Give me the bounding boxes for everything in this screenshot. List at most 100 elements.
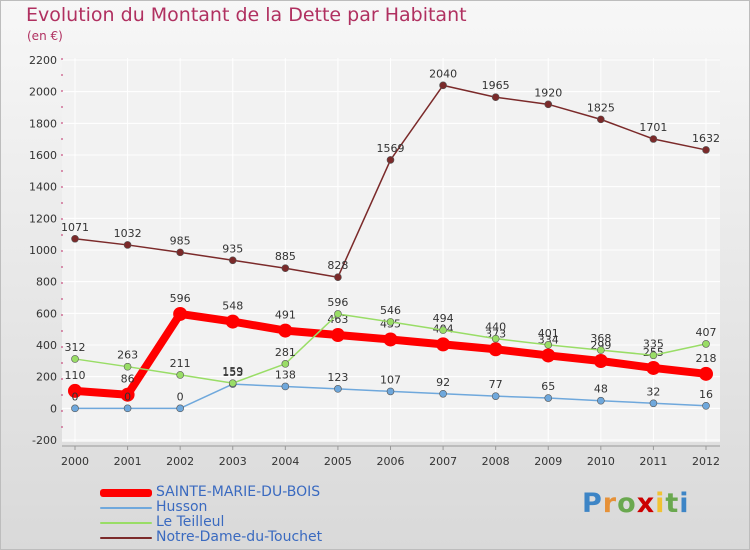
data-point — [544, 100, 553, 109]
y-tick-label: -200 — [32, 434, 57, 447]
data-label: 546 — [380, 304, 401, 317]
data-label: 107 — [380, 373, 401, 386]
chart-title: Evolution du Montant de la Dette par Hab… — [26, 4, 467, 26]
legend-label: Le Teilleul — [156, 514, 225, 530]
x-tick-label: 2001 — [114, 455, 142, 468]
data-label: 1569 — [377, 142, 405, 155]
data-label: 985 — [170, 234, 191, 247]
data-point — [702, 146, 710, 154]
data-point — [386, 387, 395, 396]
logo-letter: x — [636, 488, 656, 519]
legend-swatch — [100, 507, 152, 509]
data-label: 373 — [485, 327, 506, 340]
data-point — [699, 366, 713, 381]
x-tick-label: 2007 — [429, 455, 457, 468]
data-label: 65 — [541, 380, 555, 393]
y-tick-label: 400 — [36, 339, 57, 352]
data-point — [281, 382, 290, 391]
logo-letter: i — [679, 488, 690, 519]
legend-swatch — [100, 537, 152, 539]
data-point — [649, 399, 658, 408]
logo-letter: i — [655, 488, 666, 519]
data-point — [386, 318, 395, 326]
data-label: 334 — [538, 333, 559, 346]
data-label: 299 — [590, 339, 611, 352]
data-point — [334, 273, 342, 282]
data-point — [123, 241, 132, 249]
data-label: 494 — [433, 312, 454, 325]
logo-letter: o — [617, 488, 637, 519]
x-tick-label: 2011 — [639, 455, 667, 468]
data-label: 211 — [170, 357, 191, 370]
data-label: 0 — [177, 390, 184, 403]
data-point — [597, 346, 605, 354]
data-point — [71, 355, 79, 363]
data-point — [228, 379, 237, 387]
data-point — [173, 306, 188, 321]
data-point — [491, 93, 500, 102]
data-point — [123, 404, 132, 413]
x-tick-label: 2000 — [61, 455, 89, 468]
data-point — [330, 328, 345, 343]
data-label: 885 — [275, 250, 296, 263]
data-label: 1920 — [534, 86, 562, 99]
data-point — [334, 385, 342, 393]
data-label: 368 — [590, 332, 611, 345]
y-tick-label: 1600 — [29, 149, 57, 162]
data-point — [281, 360, 290, 368]
data-label: 491 — [275, 309, 296, 322]
x-tick-label: 2005 — [324, 455, 352, 468]
data-point — [597, 115, 605, 124]
y-tick-label: 1400 — [29, 181, 57, 194]
data-label: 463 — [327, 313, 348, 326]
data-point — [491, 392, 500, 400]
data-point — [439, 389, 447, 398]
data-label: 1071 — [61, 221, 89, 234]
data-label: 1825 — [587, 101, 615, 114]
y-tick-label: 2000 — [29, 86, 57, 99]
y-tick-label: 0 — [50, 402, 57, 415]
data-point — [71, 404, 79, 413]
data-label: 48 — [594, 383, 608, 396]
data-point — [541, 348, 556, 363]
data-point — [68, 383, 82, 398]
data-label: 596 — [170, 292, 191, 305]
data-label: 596 — [327, 296, 348, 309]
data-label: 407 — [696, 326, 717, 339]
legend-label: SAINTE-MARIE-DU-BOIS — [156, 484, 321, 500]
data-point — [334, 310, 342, 318]
data-point — [439, 81, 447, 90]
data-point — [176, 371, 184, 379]
x-tick-label: 2008 — [482, 455, 510, 468]
logo-letter: P — [582, 488, 603, 519]
data-label: 110 — [65, 369, 86, 382]
data-point — [225, 314, 240, 329]
data-label: 16 — [699, 388, 713, 401]
data-point — [120, 387, 135, 402]
logo-letter: r — [602, 488, 618, 519]
data-label: 1032 — [114, 227, 142, 240]
data-label: 153 — [222, 366, 243, 379]
chart-subtitle: (en €) — [27, 29, 63, 43]
x-tick-label: 2010 — [587, 455, 615, 468]
legend-swatch — [100, 489, 152, 497]
data-point — [383, 332, 398, 347]
y-tick-label: 600 — [36, 307, 57, 320]
data-point — [649, 351, 658, 360]
data-label: 1701 — [639, 121, 667, 134]
data-label: 1965 — [482, 79, 510, 92]
data-label: 312 — [65, 341, 86, 354]
data-point — [176, 248, 184, 257]
data-label: 218 — [696, 352, 717, 365]
data-point — [386, 156, 395, 164]
data-point — [702, 401, 710, 410]
y-tick-label: 1000 — [29, 244, 57, 257]
data-point — [436, 337, 451, 352]
data-label: 2040 — [429, 67, 457, 80]
data-point — [646, 360, 661, 375]
data-label: 335 — [643, 337, 664, 350]
legend-label: Notre-Dame-du-Touchet — [156, 529, 323, 545]
data-label: 86 — [121, 373, 135, 386]
data-point — [491, 334, 500, 343]
